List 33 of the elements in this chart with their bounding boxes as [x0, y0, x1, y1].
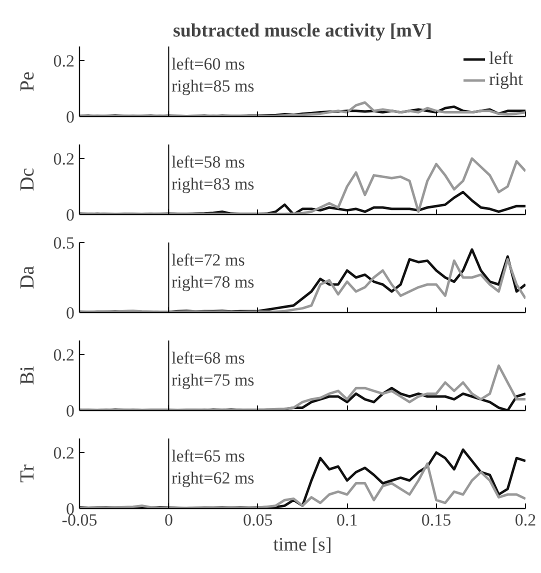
chart-title: subtracted muscle activity [mV]	[172, 20, 432, 42]
annotation: right=83 ms	[172, 174, 254, 194]
y-tick-label: 0.5	[53, 234, 74, 252]
y-axis-title: Da	[16, 266, 38, 290]
annotation: left=68 ms	[172, 348, 245, 368]
y-axis-title: Tr	[16, 464, 38, 483]
x-tick-label: 0.05	[243, 510, 273, 530]
y-tick-label: 0.2	[53, 150, 74, 168]
x-axis-title: time [s]	[273, 534, 332, 556]
x-tick-label: 0	[164, 510, 173, 530]
y-tick-label: 0	[66, 108, 74, 126]
annotation: left=60 ms	[172, 54, 245, 74]
y-tick-label: 0	[66, 206, 74, 224]
y-tick-label: 0.2	[53, 52, 74, 70]
y-axis-title: Dc	[16, 168, 38, 192]
annotation: right=85 ms	[172, 76, 254, 96]
y-tick-label: 0	[66, 402, 74, 420]
annotation: left=58 ms	[172, 152, 245, 172]
y-tick-label: 0.2	[53, 346, 74, 364]
y-axis-title: Bi	[16, 366, 38, 385]
y-tick-label: 0.2	[53, 444, 74, 462]
x-tick-label: 0.15	[421, 510, 452, 530]
y-axis-title: Pe	[16, 71, 38, 92]
legend-label: left	[489, 48, 513, 69]
annotation: right=75 ms	[172, 370, 254, 390]
legend-label: right	[489, 69, 523, 90]
y-tick-label: 0	[66, 304, 74, 322]
annotation: right=62 ms	[172, 468, 254, 488]
x-tick-label: 0.2	[514, 510, 536, 530]
annotation: left=65 ms	[172, 446, 245, 466]
annotation: right=78 ms	[172, 272, 254, 292]
annotation: left=72 ms	[172, 250, 245, 270]
x-tick-label: 0.1	[336, 510, 358, 530]
